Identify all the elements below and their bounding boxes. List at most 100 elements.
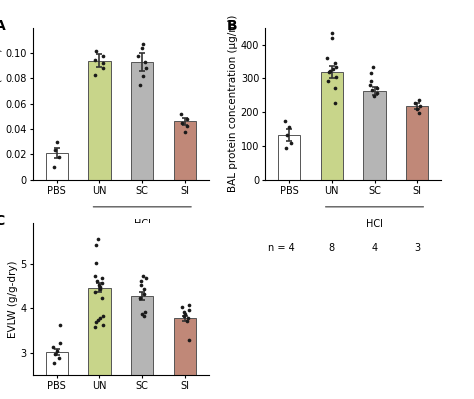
Point [287,140,295,146]
Point [416,103,424,109]
Point [282,144,290,151]
Point [51,147,58,154]
Point [100,53,107,59]
Text: A: A [0,19,5,33]
Point [368,78,375,84]
Point [96,284,104,290]
Point [137,277,145,284]
Point [91,288,99,295]
Point [91,56,99,63]
Point [139,45,146,51]
Point [56,340,64,346]
Point [92,259,100,266]
Point [99,65,107,71]
Point [185,306,193,313]
Point [91,71,99,78]
Point [140,286,148,292]
Point [49,344,56,351]
Bar [364,91,386,180]
Point [92,47,100,54]
Text: C: C [0,214,5,228]
Bar [46,153,68,180]
Y-axis label: EVLW (g/g-dry): EVLW (g/g-dry) [8,261,18,338]
Bar [88,288,110,399]
Bar [46,352,68,399]
Point [141,59,149,65]
Point [56,322,64,328]
Point [413,106,421,113]
Bar [174,121,196,180]
Point [100,312,107,319]
Point [98,275,106,281]
Point [179,304,186,310]
Bar [174,318,196,399]
Point [324,78,331,84]
Text: 3: 3 [96,243,102,253]
Bar [278,135,300,180]
Text: 4: 4 [372,243,378,253]
Point [140,313,147,319]
Point [142,65,150,71]
Point [416,97,423,104]
Point [137,282,145,288]
Point [92,319,100,326]
Point [184,315,191,322]
Bar [406,106,428,180]
Text: n = 4: n = 4 [268,243,294,253]
Point [55,355,63,361]
Y-axis label: BAL cell count (x 10⁶): BAL cell count (x 10⁶) [0,47,3,160]
Point [134,53,142,59]
Text: HCl: HCl [366,219,383,229]
Point [332,73,339,80]
Point [94,317,101,324]
Point [366,81,374,88]
Point [326,68,334,74]
Point [92,242,100,248]
Bar [131,296,154,399]
Point [331,99,339,106]
Text: n = 3: n = 3 [36,243,62,253]
Point [139,41,146,47]
Point [185,302,193,308]
Text: B: B [227,19,237,33]
Text: 4: 4 [182,243,188,253]
Point [94,236,101,242]
Point [324,55,331,61]
Point [53,138,61,145]
Point [91,273,99,279]
Point [55,154,63,160]
Point [328,30,336,36]
Point [412,99,419,106]
Point [183,116,191,122]
Point [331,85,339,91]
Y-axis label: BAL protein concentration (µg/ml): BAL protein concentration (µg/ml) [228,15,238,192]
Point [137,81,144,88]
Point [331,60,338,67]
Point [93,277,100,284]
Point [53,348,61,354]
Point [137,295,144,302]
Point [183,318,191,324]
Point [369,63,377,70]
Point [139,73,147,79]
Point [97,315,104,321]
Text: HCl: HCl [134,219,151,229]
Text: 3: 3 [414,243,420,253]
Point [181,313,188,319]
Point [50,164,57,170]
Point [96,286,103,292]
Point [50,359,57,366]
Point [183,123,191,130]
Point [329,66,337,72]
Point [371,93,378,99]
Text: 8: 8 [328,243,335,253]
Point [178,120,186,126]
Point [99,295,106,302]
Bar [88,61,110,180]
Point [140,291,148,297]
Point [177,111,185,117]
Point [368,87,375,93]
Point [181,311,188,317]
Point [96,282,103,288]
Point [91,324,99,330]
